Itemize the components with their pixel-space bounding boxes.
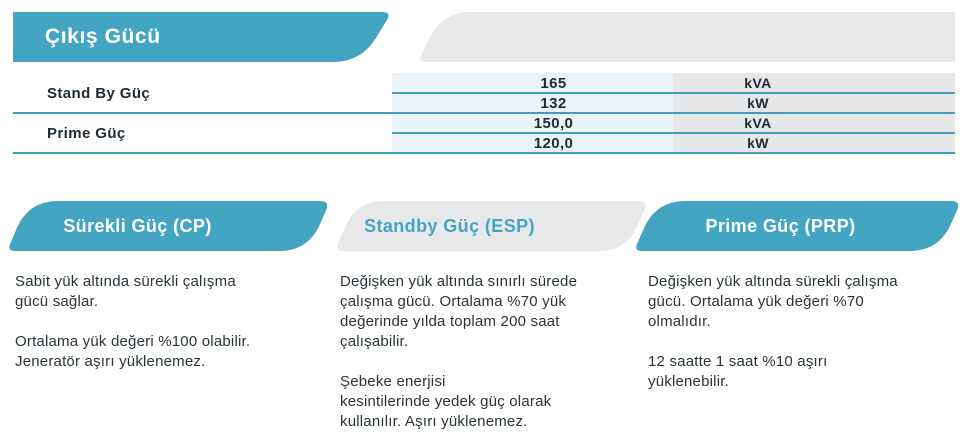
paragraph: Sabit yük altında sürekli çalışma gücü s… xyxy=(15,273,236,310)
table-row: 120,0 kW xyxy=(392,133,955,153)
card-text-standby-guc: Değişken yük altında sınırlı sürede çalı… xyxy=(340,272,648,442)
value-cell: 150,0 xyxy=(392,113,673,133)
card-banner-shape xyxy=(9,201,328,251)
output-power-header-banner: Çıkış Gücü xyxy=(13,12,393,62)
paragraph: 12 saatte 1 saat %10 aşırı yüklenebilir. xyxy=(648,353,828,390)
header-banner-shape xyxy=(13,12,389,62)
row-divider xyxy=(392,92,955,94)
unit-cell: kVA xyxy=(673,73,955,93)
paragraph: Şebeke enerjisi kesintilerinde yedek güç… xyxy=(340,373,552,430)
value-cell: 132 xyxy=(392,93,673,113)
card-title: Standby Güç (ESP) xyxy=(364,215,535,236)
row-divider xyxy=(392,132,955,134)
table-row: 150,0 kVA xyxy=(392,113,955,133)
card-header-standby-guc-esp: Standby Güç (ESP) xyxy=(335,201,648,251)
section-title: Çıkış Gücü xyxy=(45,25,161,48)
table-row: 165 kVA xyxy=(392,73,955,93)
row-label-prime: Prime Güç xyxy=(47,124,126,142)
table-row: 132 kW xyxy=(392,93,955,113)
card-text-prime-guc: Değişken yük altında sürekli çalışma güc… xyxy=(648,272,963,412)
card-title: Sürekli Güç (CP) xyxy=(63,215,212,236)
unit-cell: kW xyxy=(673,133,955,153)
value-cell: 165 xyxy=(392,73,673,93)
card-header-surekli-guc-cp: Sürekli Güç (CP) xyxy=(7,201,330,251)
card-banner-shape xyxy=(337,201,646,251)
card-title: Prime Güç (PRP) xyxy=(705,215,856,236)
unit-cell: kW xyxy=(673,93,955,113)
row-label-standby: Stand By Güç xyxy=(47,84,151,102)
paragraph: Ortalama yük değeri %100 olabilir. Jener… xyxy=(15,333,251,370)
unit-cell: kVA xyxy=(673,113,955,133)
card-text-surekli-guc: Sabit yük altında sürekli çalışma gücü s… xyxy=(15,272,327,392)
paragraph: Değişken yük altında sınırlı sürede çalı… xyxy=(340,273,578,350)
card-banner-shape xyxy=(636,201,959,251)
header-gray-band xyxy=(400,12,955,62)
card-header-prime-guc-prp: Prime Güç (PRP) xyxy=(634,201,961,251)
header-gray-band-shape xyxy=(420,12,955,62)
group-divider xyxy=(13,152,955,154)
group-divider xyxy=(13,112,955,114)
value-cell: 120,0 xyxy=(392,133,673,153)
paragraph: Değişken yük altında sürekli çalışma güc… xyxy=(648,273,898,330)
